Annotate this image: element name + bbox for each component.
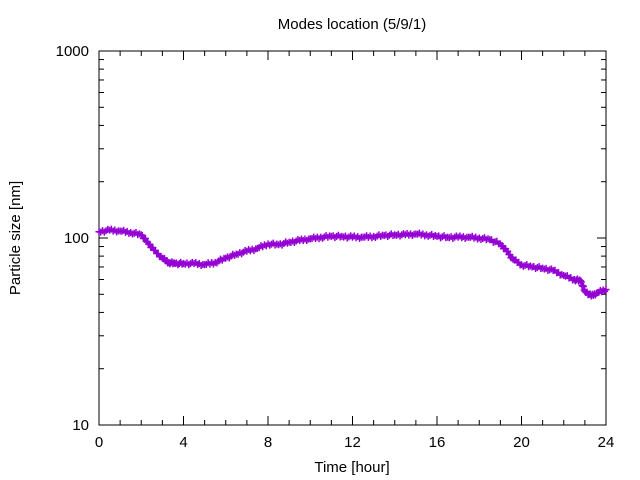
x-tick-label: 0 <box>95 434 103 451</box>
axis-ticks <box>98 50 607 426</box>
y-tick-label: 1000 <box>56 43 89 60</box>
series-layer <box>95 225 610 300</box>
y-tick-label: 100 <box>64 230 89 247</box>
x-tick-label: 12 <box>344 434 361 451</box>
x-tick-label: 24 <box>598 434 615 451</box>
trail-marker <box>169 260 177 268</box>
trail-marker <box>547 265 555 273</box>
y-axis-label: Particle size [nm] <box>7 181 24 295</box>
trail-marker <box>484 235 492 243</box>
trail-marker <box>252 245 260 253</box>
x-tick-label: 4 <box>179 434 187 451</box>
chart-title: Modes location (5/9/1) <box>278 16 426 33</box>
trail-marker <box>231 251 239 259</box>
trail-marker <box>558 271 566 279</box>
y-tick-label: 10 <box>72 417 89 434</box>
x-axis-label: Time [hour] <box>314 459 389 476</box>
x-tick-label: 8 <box>264 434 272 451</box>
x-tick-label: 20 <box>513 434 530 451</box>
x-tick-label: 16 <box>429 434 446 451</box>
trail-marker <box>209 260 217 268</box>
trail-marker <box>601 287 609 295</box>
trail-marker <box>599 286 607 294</box>
axis-tick-labels: 0 4 8 12 16 20 24 10 100 1000 <box>56 43 615 451</box>
